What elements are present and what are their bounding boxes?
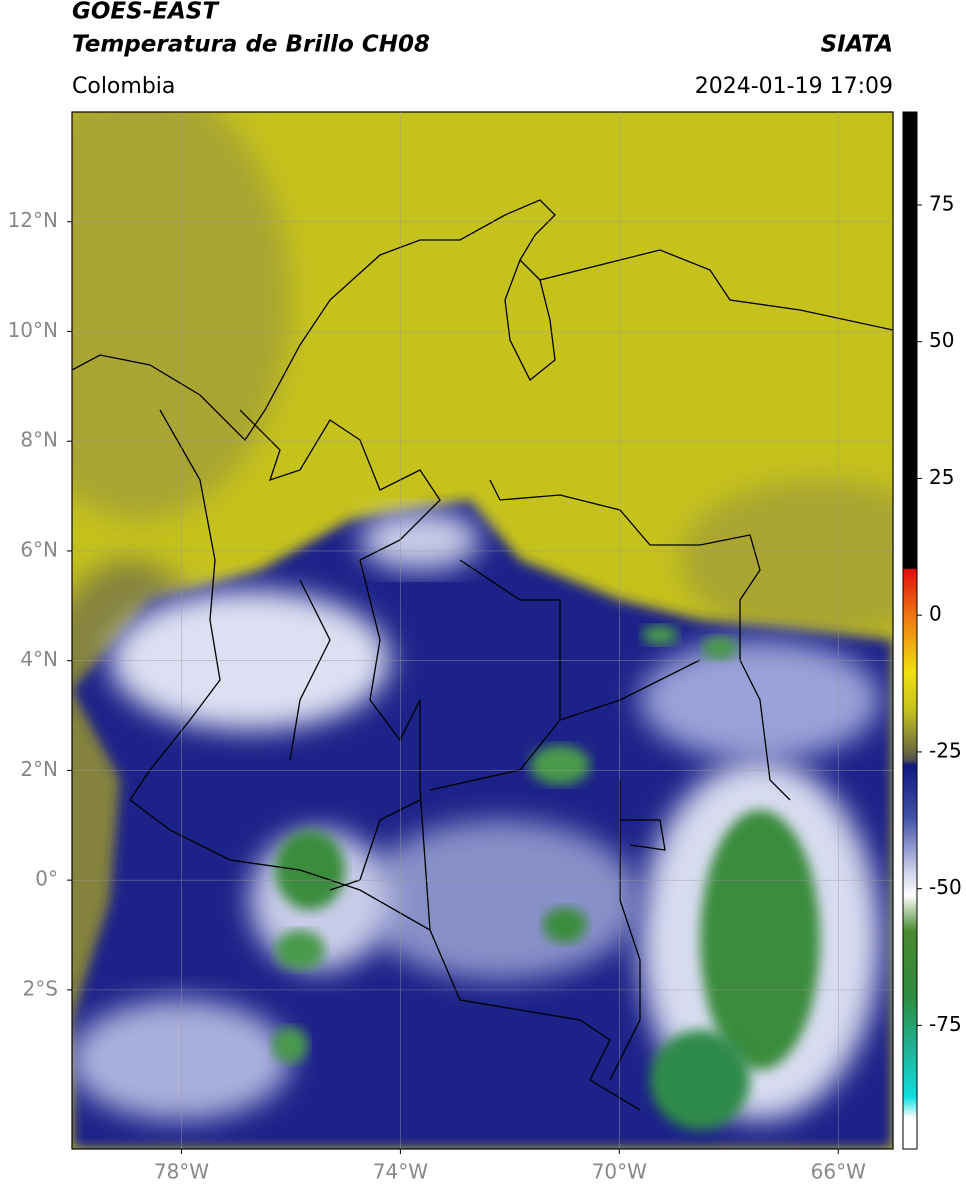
colorbar-tick-label: 25 bbox=[929, 465, 954, 489]
satellite-image bbox=[72, 112, 893, 1149]
subtitle: Temperatura de Brillo CH08 bbox=[72, 32, 430, 58]
colorbar-tick-label: -50 bbox=[929, 875, 962, 899]
y-tick-label: 2°N bbox=[20, 757, 58, 781]
map-frame bbox=[71, 111, 894, 1150]
y-tick-label: 6°N bbox=[20, 537, 58, 561]
y-tick-label: 2°S bbox=[23, 976, 58, 1000]
y-tick-label: 0° bbox=[35, 867, 58, 891]
y-tick-label: 10°N bbox=[8, 318, 58, 342]
x-tick-label: 78°W bbox=[154, 1160, 209, 1184]
region: Colombia bbox=[72, 74, 175, 99]
source: SIATA bbox=[821, 32, 893, 58]
colorbar-tick-label: -75 bbox=[929, 1012, 962, 1036]
x-tick-label: 74°W bbox=[373, 1160, 428, 1184]
title: GOES-EAST bbox=[72, 0, 220, 25]
datetime: 2024-01-19 17:09 bbox=[695, 74, 893, 99]
x-tick-label: 66°W bbox=[811, 1160, 866, 1184]
y-tick-label: 8°N bbox=[20, 428, 58, 452]
colorbar-tick-label: 0 bbox=[929, 602, 942, 626]
y-tick-label: 4°N bbox=[20, 647, 58, 671]
colorbar-tick-label: 75 bbox=[929, 191, 954, 215]
colorbar-tick-label: 50 bbox=[929, 328, 954, 352]
colorbar bbox=[902, 111, 918, 1150]
y-tick-label: 12°N bbox=[8, 208, 58, 232]
x-tick-label: 70°W bbox=[592, 1160, 647, 1184]
colorbar-tick-label: -25 bbox=[929, 738, 962, 762]
